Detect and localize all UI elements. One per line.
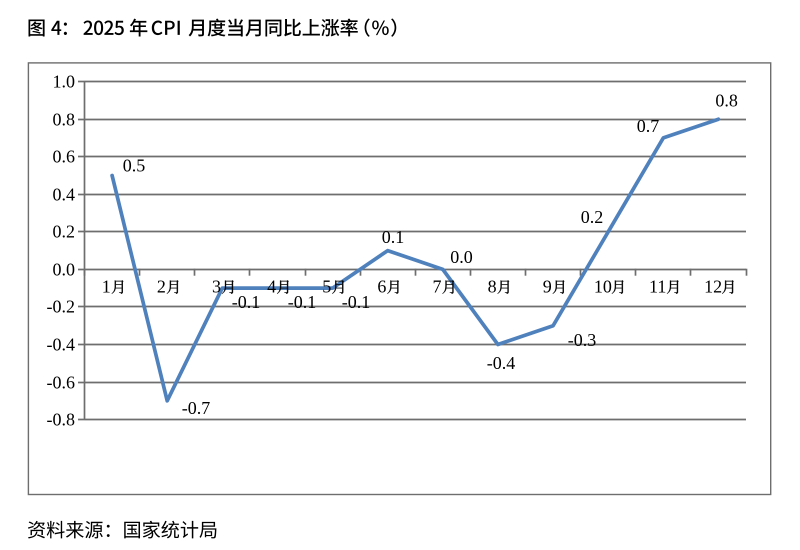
svg-text:-0.1: -0.1 [342, 292, 371, 312]
svg-text:-0.8: -0.8 [47, 410, 76, 430]
svg-text:0.1: 0.1 [382, 227, 405, 247]
svg-text:1.0: 1.0 [53, 72, 76, 92]
svg-text:0.2: 0.2 [53, 222, 76, 242]
svg-text:0.7: 0.7 [637, 116, 660, 136]
svg-text:0.0: 0.0 [450, 247, 473, 267]
svg-text:0.0: 0.0 [53, 260, 76, 280]
svg-text:8: 8 [488, 277, 497, 297]
svg-text:3: 3 [212, 277, 221, 297]
svg-text:0.8: 0.8 [53, 110, 76, 130]
svg-text:0.8: 0.8 [715, 91, 738, 111]
svg-text:10: 10 [594, 277, 612, 297]
svg-text:0.4: 0.4 [53, 185, 76, 205]
svg-text:4: 4 [267, 277, 276, 297]
svg-text:-0.1: -0.1 [232, 292, 261, 312]
svg-text:-0.2: -0.2 [47, 297, 76, 317]
svg-text:7: 7 [433, 277, 442, 297]
svg-text:6: 6 [377, 277, 386, 297]
svg-text:2: 2 [157, 277, 166, 297]
svg-text:-0.6: -0.6 [47, 373, 76, 393]
svg-text:-0.4: -0.4 [47, 335, 76, 355]
svg-text:0.5: 0.5 [123, 156, 146, 176]
svg-text:-0.1: -0.1 [288, 292, 317, 312]
svg-text:5: 5 [322, 277, 331, 297]
svg-text:0.6: 0.6 [53, 147, 76, 167]
svg-text:-0.3: -0.3 [568, 330, 597, 350]
svg-text:-0.4: -0.4 [487, 353, 516, 373]
svg-text:9: 9 [543, 277, 552, 297]
svg-text:0.2: 0.2 [581, 207, 604, 227]
svg-text:-0.7: -0.7 [182, 398, 211, 418]
svg-text:1: 1 [102, 277, 111, 297]
svg-text:11: 11 [649, 277, 666, 297]
svg-text:12: 12 [704, 277, 722, 297]
